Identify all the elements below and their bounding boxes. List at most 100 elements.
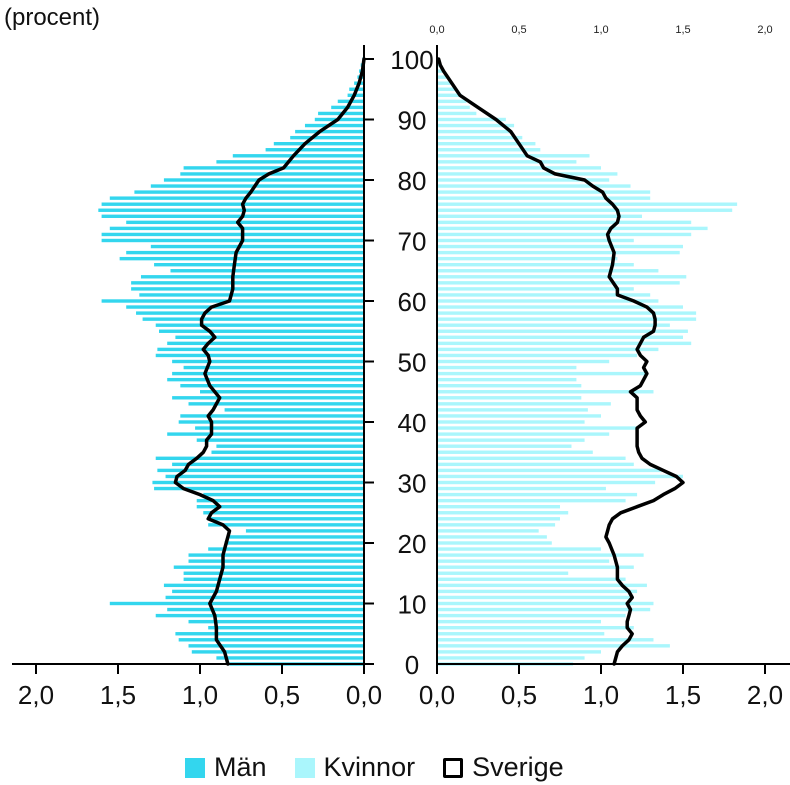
bar-men [170, 269, 364, 273]
bar-men [304, 123, 364, 128]
bar-women [437, 166, 601, 170]
bar-men [159, 329, 364, 333]
value-tick-label-right: 2,0 [747, 680, 783, 710]
bar-women [437, 293, 651, 297]
age-tick-label: 100 [390, 45, 433, 75]
bar-men [188, 402, 364, 406]
bar-men [154, 263, 364, 267]
bar-men [183, 577, 364, 581]
bar-women [437, 160, 577, 164]
axes [12, 45, 790, 674]
bar-women [437, 287, 634, 291]
value-tick-label-top: 0,0 [429, 24, 444, 36]
bar-men [216, 656, 364, 660]
bar-women [437, 589, 638, 594]
bar-men [183, 571, 364, 575]
bar-women [437, 129, 511, 134]
bar-women [437, 650, 601, 654]
bar-men [101, 299, 364, 303]
unit-label: (procent) [4, 4, 101, 31]
age-tick-label: 60 [398, 287, 427, 317]
bar-men [195, 426, 364, 430]
bar-men [175, 632, 364, 636]
legend-label-men: Män [214, 752, 267, 782]
bar-men [98, 208, 364, 212]
bar-women [437, 172, 618, 176]
value-tick-label-right: 1,0 [583, 680, 619, 710]
bar-women [437, 432, 610, 436]
bar-women [437, 607, 651, 612]
bar-men [155, 353, 364, 358]
bar-women [437, 335, 683, 339]
bar-women [437, 269, 659, 273]
bar-women [437, 244, 683, 249]
bar-women [437, 402, 611, 406]
bar-men [180, 384, 364, 388]
bar-men [101, 202, 364, 206]
legend-item-women: Kvinnor [294, 752, 416, 783]
legend-label-women: Kvinnor [323, 752, 416, 782]
bar-women [437, 135, 523, 140]
bar-men [245, 529, 364, 533]
bar-women [437, 444, 572, 448]
bar-men [208, 626, 364, 630]
age-tick-label: 0 [405, 650, 419, 680]
bar-women [437, 154, 590, 158]
sverige-line-left [173, 57, 366, 666]
bar-men [126, 305, 364, 309]
bar-men [229, 535, 364, 539]
bar-women [437, 226, 708, 231]
bar-women [437, 450, 593, 454]
bar-men [167, 607, 364, 612]
bar-men [180, 414, 364, 418]
bar-men [101, 232, 364, 237]
bar-men [203, 511, 364, 515]
bar-men [172, 462, 364, 467]
bar-men [155, 323, 364, 327]
bar-women [437, 571, 569, 575]
bar-men [196, 498, 364, 503]
bar-men [167, 432, 364, 436]
sverige-line-right [436, 57, 685, 666]
age-tick-label: 10 [398, 590, 427, 620]
age-tick-label: 50 [398, 348, 427, 378]
bar-men [173, 565, 364, 569]
bar-women [437, 256, 618, 261]
bar-men [152, 480, 364, 485]
bar-men [188, 553, 364, 557]
bar-women [437, 208, 733, 212]
bar-women [437, 365, 577, 370]
bar-men [232, 154, 364, 158]
bar-men [155, 456, 364, 460]
bar-women [437, 498, 626, 503]
age-tick-label: 30 [398, 469, 427, 499]
bar-women [437, 305, 683, 309]
bar-women [437, 583, 647, 588]
bar-men [131, 287, 364, 291]
age-tick-label: 70 [398, 227, 427, 257]
bar-women [437, 250, 680, 255]
bar-women [437, 377, 577, 382]
bar-women [437, 238, 634, 243]
value-tick-label-left: 0,0 [346, 680, 382, 710]
bar-men [191, 650, 364, 654]
bar-women [437, 492, 638, 497]
value-tick-label-right: 0,5 [501, 680, 537, 710]
bar-women [437, 329, 688, 333]
bar-women [437, 408, 588, 412]
bar-women [437, 111, 477, 116]
bar-women [437, 81, 452, 85]
bar-men [224, 541, 364, 545]
bar-women [437, 190, 651, 194]
bar-women [437, 420, 585, 424]
bar-women [437, 123, 515, 128]
bar-women [437, 311, 697, 315]
bar-women [437, 456, 626, 460]
bars-men [98, 57, 364, 666]
bar-men [208, 523, 364, 527]
bar-women [437, 474, 683, 479]
value-tick-label-left: 2,0 [18, 680, 54, 710]
bar-women [437, 638, 654, 642]
bar-men [126, 250, 364, 255]
bar-men [101, 214, 364, 218]
